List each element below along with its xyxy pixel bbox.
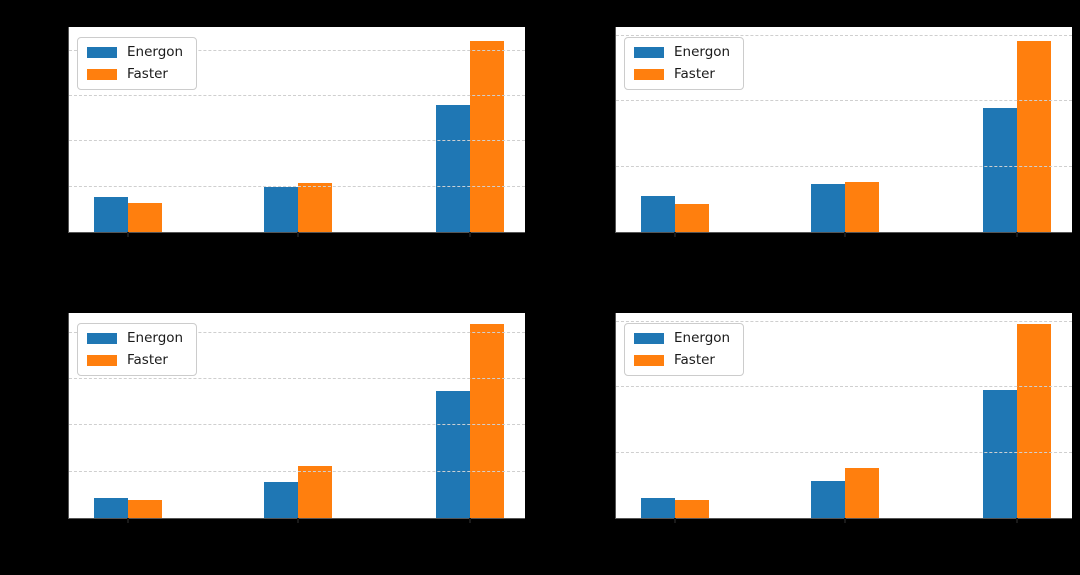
legend-label: Faster: [674, 65, 715, 82]
legend-swatch-icon: [634, 333, 664, 345]
bar-faster-group1: [674, 500, 709, 518]
bar-energon-group2: [810, 183, 845, 232]
x-tick-group3: [1015, 232, 1018, 237]
bar-energon-group1: [93, 497, 128, 518]
bar-faster-group3: [469, 41, 504, 232]
bar-energon-group2: [263, 482, 298, 518]
gridline: [69, 331, 525, 333]
x-tick-group3: [1015, 518, 1018, 523]
bar-faster-group1: [674, 203, 709, 232]
legend-box: Energon Faster: [624, 323, 745, 376]
legend-label: Energon: [127, 330, 184, 346]
bar-faster-group2: [297, 183, 332, 232]
legend-entry-energon: Energon: [634, 44, 731, 60]
legend-entry-energon: Energon: [634, 330, 731, 346]
bar-faster-group2: [844, 468, 879, 518]
legend-swatch-icon: [87, 333, 117, 345]
legend-label: Faster: [127, 351, 168, 368]
bar-faster-group3: [469, 323, 504, 518]
gridline: [616, 100, 1072, 102]
subplot-top-right: Energon Faster: [615, 27, 1072, 237]
legend-swatch-icon: [87, 354, 117, 366]
bar-energon-group1: [640, 497, 675, 518]
bar-faster-group3: [1016, 324, 1051, 518]
x-tick-group1: [126, 518, 129, 523]
legend-swatch-icon: [634, 354, 664, 366]
bar-energon-group3: [982, 390, 1017, 518]
legend-swatch-icon: [87, 47, 117, 59]
gridline: [69, 185, 525, 187]
gridline: [616, 165, 1072, 167]
legend-label: Energon: [127, 44, 184, 60]
bar-energon-group1: [93, 196, 128, 232]
legend-box: Energon Faster: [77, 37, 198, 90]
bar-faster-group3: [1016, 41, 1051, 232]
bar-faster-group1: [127, 203, 162, 232]
gridline: [616, 386, 1072, 387]
legend-entry-energon: Energon: [87, 330, 184, 346]
legend-label: Faster: [127, 65, 168, 82]
bar-energon-group3: [982, 108, 1017, 232]
x-tick-group3: [468, 232, 471, 237]
legend-label: Energon: [674, 44, 731, 60]
bar-faster-group2: [297, 465, 332, 518]
legend-swatch-icon: [634, 47, 664, 59]
subplot-bottom-right: Energon Faster: [615, 313, 1072, 523]
legend-entry-energon: Energon: [87, 44, 184, 60]
gridline: [69, 49, 525, 51]
gridline: [69, 377, 525, 379]
bar-faster-group1: [127, 500, 162, 518]
legend-label: Faster: [674, 351, 715, 368]
x-tick-group1: [673, 518, 676, 523]
bar-energon-group2: [263, 186, 298, 232]
legend-swatch-icon: [87, 68, 117, 80]
x-tick-group1: [673, 232, 676, 237]
x-tick-group2: [843, 232, 846, 237]
legend-swatch-icon: [634, 68, 664, 80]
x-tick-group3: [468, 518, 471, 523]
x-tick-group2: [843, 518, 846, 523]
gridline: [69, 94, 525, 96]
bar-energon-group1: [640, 196, 675, 232]
legend-box: Energon Faster: [624, 37, 745, 90]
gridline: [616, 320, 1072, 322]
bar-energon-group3: [435, 390, 470, 518]
x-tick-group2: [296, 232, 299, 237]
legend-box: Energon Faster: [77, 323, 198, 376]
legend-entry-faster: Faster: [634, 65, 730, 82]
gridline: [69, 470, 525, 472]
bar-faster-group2: [844, 181, 879, 232]
gridline: [616, 35, 1072, 37]
bar-energon-group2: [810, 481, 845, 518]
subplot-bottom-left: Energon Faster: [68, 313, 525, 523]
bar-energon-group3: [435, 105, 470, 232]
x-tick-group1: [126, 232, 129, 237]
legend-entry-faster: Faster: [87, 65, 183, 82]
gridline: [616, 451, 1072, 453]
legend-label: Energon: [674, 330, 731, 346]
x-tick-group2: [296, 518, 299, 523]
gridline: [69, 140, 525, 142]
legend-entry-faster: Faster: [634, 351, 730, 368]
subplot-top-left: Energon Faster: [68, 27, 525, 237]
gridline: [69, 424, 525, 426]
legend-entry-faster: Faster: [87, 351, 183, 368]
